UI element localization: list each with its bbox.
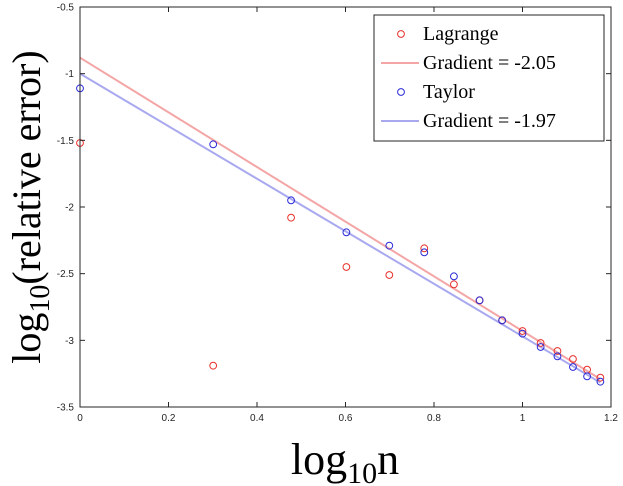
y-tick-label: -1 xyxy=(65,69,74,80)
lagrange-point xyxy=(342,263,351,271)
lagrange-point xyxy=(596,373,605,382)
legend-label: Lagrange xyxy=(423,23,499,45)
x-tick-label: 0.4 xyxy=(250,413,264,424)
lagrange-point xyxy=(569,355,577,363)
y-axis-title-base: log xyxy=(4,313,49,364)
y-tick-label: -2 xyxy=(65,203,74,214)
taylor-point xyxy=(553,352,562,361)
legend-items: Lagrange Gradient = -2.05 Taylor Gradient =… xyxy=(381,23,556,132)
x-tick-label: 0.2 xyxy=(162,413,176,424)
taylor_fit-line xyxy=(79,72,601,384)
x-tick-label: 0 xyxy=(77,413,83,424)
y-axis-title-sub: 10 xyxy=(25,285,56,313)
taylor-point xyxy=(583,372,592,381)
taylor-point xyxy=(385,241,394,250)
legend-label: Gradient = -2.05 xyxy=(423,52,556,74)
lagrange-point xyxy=(420,244,429,253)
y-tick-label: -2.5 xyxy=(57,269,75,280)
taylor-point xyxy=(420,248,429,257)
taylor-point xyxy=(569,363,577,371)
lagrange-point xyxy=(536,339,545,347)
taylor-point xyxy=(536,343,545,351)
legend-label: Gradient = -1.97 xyxy=(423,110,556,132)
lagrange-point xyxy=(450,280,458,289)
taylor-legend-marker xyxy=(397,88,405,96)
lagrange-point xyxy=(287,213,295,222)
lagrange_fit-line xyxy=(79,56,601,380)
taylor-point xyxy=(342,228,351,237)
legend: Lagrange Gradient = -2.05 Taylor Gradient =… xyxy=(373,14,605,142)
taylor-point xyxy=(287,196,295,205)
y-tick-label: -3.5 xyxy=(57,403,75,414)
taylor-point xyxy=(518,329,527,338)
y-axis-title-arg: (relative error) xyxy=(4,50,49,284)
x-tick-label: 1 xyxy=(520,413,526,424)
x-tick-label: 0.6 xyxy=(339,413,353,424)
y-tick-label: -1.5 xyxy=(57,136,75,147)
y-tick-label: -0.5 xyxy=(57,3,75,14)
lagrange-point xyxy=(553,347,562,355)
fit-lines xyxy=(79,56,601,384)
lagrange-point xyxy=(518,327,527,335)
lagrange-legend-marker xyxy=(397,30,405,38)
y-tick-label: -3 xyxy=(65,336,74,347)
taylor-point xyxy=(498,316,507,325)
taylor-point xyxy=(596,377,605,386)
lagrange-point xyxy=(385,271,394,279)
x-axis-title-arg: n xyxy=(377,435,399,484)
x-axis-title-sub: 10 xyxy=(347,457,377,486)
y-axis-ticks: -3.5 -3 -2.5 -2 -1.5 -1 -0.5 xyxy=(57,3,611,414)
taylor-point xyxy=(450,272,458,281)
x-axis-ticks: 0 0.2 0.4 0.6 0.8 1 1.2 xyxy=(77,7,618,424)
taylor-point xyxy=(475,296,484,305)
legend-label: Taylor xyxy=(423,81,475,103)
data-markers xyxy=(76,84,605,386)
x-tick-label: 0.8 xyxy=(427,413,441,424)
y-axis-title: log10(relative error) xyxy=(4,50,56,363)
x-axis-title-base: log xyxy=(291,435,347,484)
x-tick-label: 1.2 xyxy=(604,413,618,424)
taylor-point xyxy=(209,140,218,149)
lagrange-point xyxy=(209,361,218,370)
x-axis-title: log10n xyxy=(291,435,399,486)
